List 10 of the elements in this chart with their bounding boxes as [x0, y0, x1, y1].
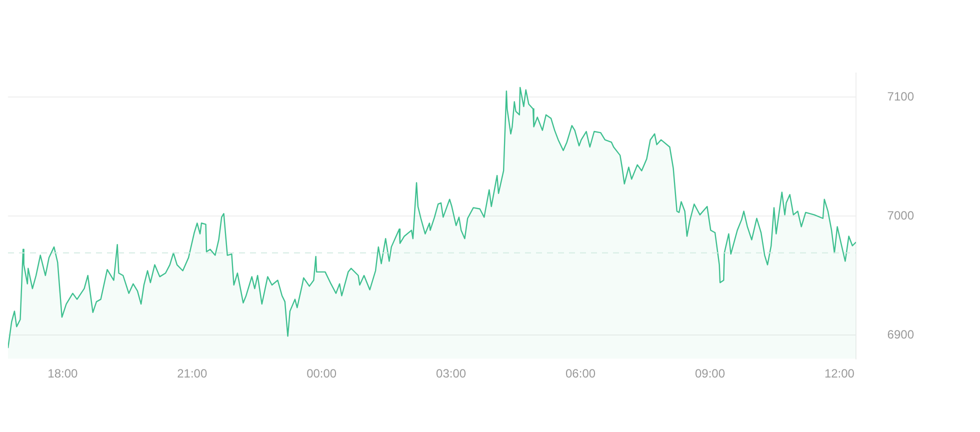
x-tick-label: 09:00	[694, 366, 726, 380]
x-tick-label: 18:00	[48, 366, 78, 380]
x-tick-label: 03:00	[436, 366, 466, 380]
x-tick-label: 06:00	[566, 366, 596, 380]
y-tick-label: 7000	[887, 208, 914, 222]
x-tick-label: 12:00	[824, 366, 855, 380]
x-tick-label: 00:00	[306, 366, 337, 380]
y-tick-label: 6900	[887, 327, 914, 342]
y-tick-label: 7100	[887, 89, 914, 104]
x-tick-label: 21:00	[177, 366, 208, 380]
